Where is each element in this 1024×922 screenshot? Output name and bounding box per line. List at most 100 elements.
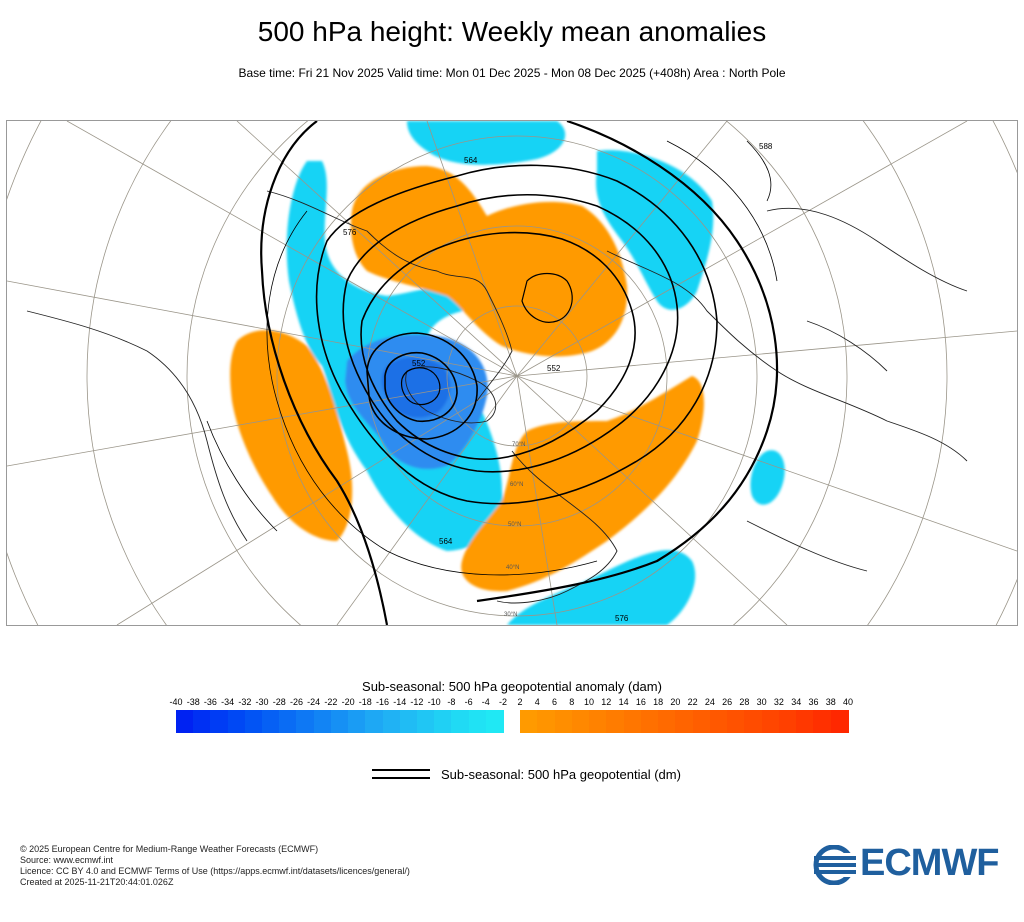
footer-licence: Licence: CC BY 4.0 and ECMWF Terms of Us… [20, 866, 410, 876]
positive-anomaly-europe [461, 376, 704, 592]
colorbar-tick-label: -36 [203, 697, 217, 707]
contour-outer-east [476, 121, 779, 603]
colorbar-cell-positive [640, 710, 659, 733]
colorbar-tick-label: -12 [410, 697, 424, 707]
latitude-labels: 70°N 60°N 50°N 40°N 30°N [504, 442, 525, 618]
contour-inner-3 [360, 231, 636, 460]
colorbar-cell-negative [451, 710, 470, 733]
colorbar-cell-negative [193, 710, 211, 733]
colorbar-tick-label: 26 [722, 697, 733, 707]
colorbar-tick-label: -2 [498, 697, 508, 707]
contour-label: 552 [547, 364, 561, 373]
latitude-label: 30°N [504, 612, 517, 618]
colorbar-cell-negative [279, 710, 298, 733]
colorbar-tick-label: -32 [238, 697, 252, 707]
latitude-label: 40°N [506, 565, 519, 571]
negative-anomaly-east [750, 450, 785, 505]
positive-anomaly-west [230, 330, 353, 541]
colorbar-cell-negative [227, 710, 246, 733]
contour-inner-2 [342, 194, 679, 473]
colorbar-cell-positive [796, 710, 815, 733]
geopotential-contours [206, 121, 779, 625]
coastline-europe [496, 450, 618, 604]
page-subtitle: Base time: Fri 21 Nov 2025 Valid time: M… [238, 66, 786, 80]
colorbar-cell-positive [658, 710, 676, 733]
colorbar-tick-label: 28 [739, 697, 750, 707]
colorbar-cell-positive [623, 710, 642, 733]
ecmwf-logo: ECMWF [812, 842, 1007, 886]
contour-label: 576 [615, 614, 629, 623]
contour-low-2 [384, 351, 458, 422]
contour-low-1 [366, 332, 478, 440]
colorbar-tick-label: -14 [393, 697, 407, 707]
page-title: 500 hPa height: Weekly mean anomalies [257, 16, 767, 47]
colorbar-tick-label: -34 [221, 697, 235, 707]
colorbar-tick-label: 16 [635, 697, 646, 707]
colorbar-tick-label: -28 [272, 697, 286, 707]
contour-thin-2 [666, 140, 778, 282]
colorbar-title: Sub-seasonal: 500 hPa geopotential anoma… [362, 679, 662, 694]
coastline-east-asia [746, 207, 968, 572]
colorbar-cell-positive [830, 710, 849, 733]
map-canvas: 564 576 588 552 564 576 552 70°N 60°N 50… [7, 121, 1017, 625]
colorbar-tick-label: -26 [289, 697, 303, 707]
colorbar-tick-label: 6 [552, 697, 558, 707]
colorbar-tick-label: 32 [773, 697, 784, 707]
colorbar-tick-label: 14 [618, 697, 629, 707]
colorbar-tick-label: 24 [704, 697, 715, 707]
latitude-label: 70°N [512, 442, 525, 448]
colorbar-tick-label: -10 [427, 697, 441, 707]
colorbar-tick-label: 20 [670, 697, 681, 707]
contour-label: 588 [759, 142, 773, 151]
line-legend-sample [372, 769, 430, 779]
colorbar-tick-label: -20 [341, 697, 355, 707]
colorbar-cell-positive [692, 710, 711, 733]
colorbar-tick-label: -16 [376, 697, 390, 707]
colorbar-cell-positive [709, 710, 728, 733]
colorbar-cell-positive [520, 710, 538, 733]
coastline-west [26, 310, 248, 542]
footer: © 2025 European Centre for Medium-Range … [20, 844, 410, 888]
colorbar [0, 710, 1024, 734]
coastline-north-america [266, 190, 513, 402]
colorbar-tick-label: -8 [447, 697, 456, 707]
colorbar-cell-positive [761, 710, 780, 733]
footer-created: Created at 2025-11-21T20:44:01.026Z [20, 877, 174, 887]
colorbar-tick-label: -6 [464, 697, 473, 707]
colorbar-cell-negative [434, 710, 452, 733]
colorbar-tick-label: 18 [653, 697, 664, 707]
colorbar-tick-label: -24 [307, 697, 321, 707]
colorbar-cell-negative [399, 710, 418, 733]
colorbar-tick-label: 36 [808, 697, 819, 707]
contour-thin-1 [266, 210, 598, 576]
footer-copyright: © 2025 European Centre for Medium-Range … [20, 844, 319, 854]
colorbar-cell-negative [468, 710, 487, 733]
colorbar-tick-label: -18 [358, 697, 372, 707]
contour-label: 564 [464, 156, 478, 165]
colorbar-cell-negative [485, 710, 504, 733]
colorbar-tick-label: 8 [569, 697, 575, 707]
coastline-greenland [405, 366, 497, 424]
contour-labels: 564 576 588 552 564 576 552 [343, 142, 773, 623]
colorbar-tick-label: 30 [756, 697, 767, 707]
colorbar-cell-positive [778, 710, 797, 733]
colorbar-cell-negative [416, 710, 435, 733]
colorbar-cell-negative [365, 710, 384, 733]
colorbar-tick-label: -38 [186, 697, 200, 707]
contour-label: 564 [439, 537, 453, 546]
colorbar-tick-label: 2 [517, 697, 523, 707]
footer-source: Source: www.ecmwf.int [20, 855, 114, 865]
colorbar-cell-positive [589, 710, 607, 733]
ecmwf-logo-mark-icon [813, 845, 858, 885]
contour-inner-1 [315, 164, 718, 505]
colorbar-cell-negative [330, 710, 349, 733]
coastlines [26, 190, 968, 604]
colorbar-cell-negative [296, 710, 315, 733]
colorbar-tick-label: 38 [825, 697, 836, 707]
colorbar-tick-label: -22 [324, 697, 338, 707]
colorbar-cell-negative [313, 710, 332, 733]
colorbar-tick-label: 34 [791, 697, 802, 707]
colorbar-tick-label: 22 [687, 697, 698, 707]
latitude-label: 60°N [510, 482, 523, 488]
contour-low-3 [400, 367, 441, 406]
